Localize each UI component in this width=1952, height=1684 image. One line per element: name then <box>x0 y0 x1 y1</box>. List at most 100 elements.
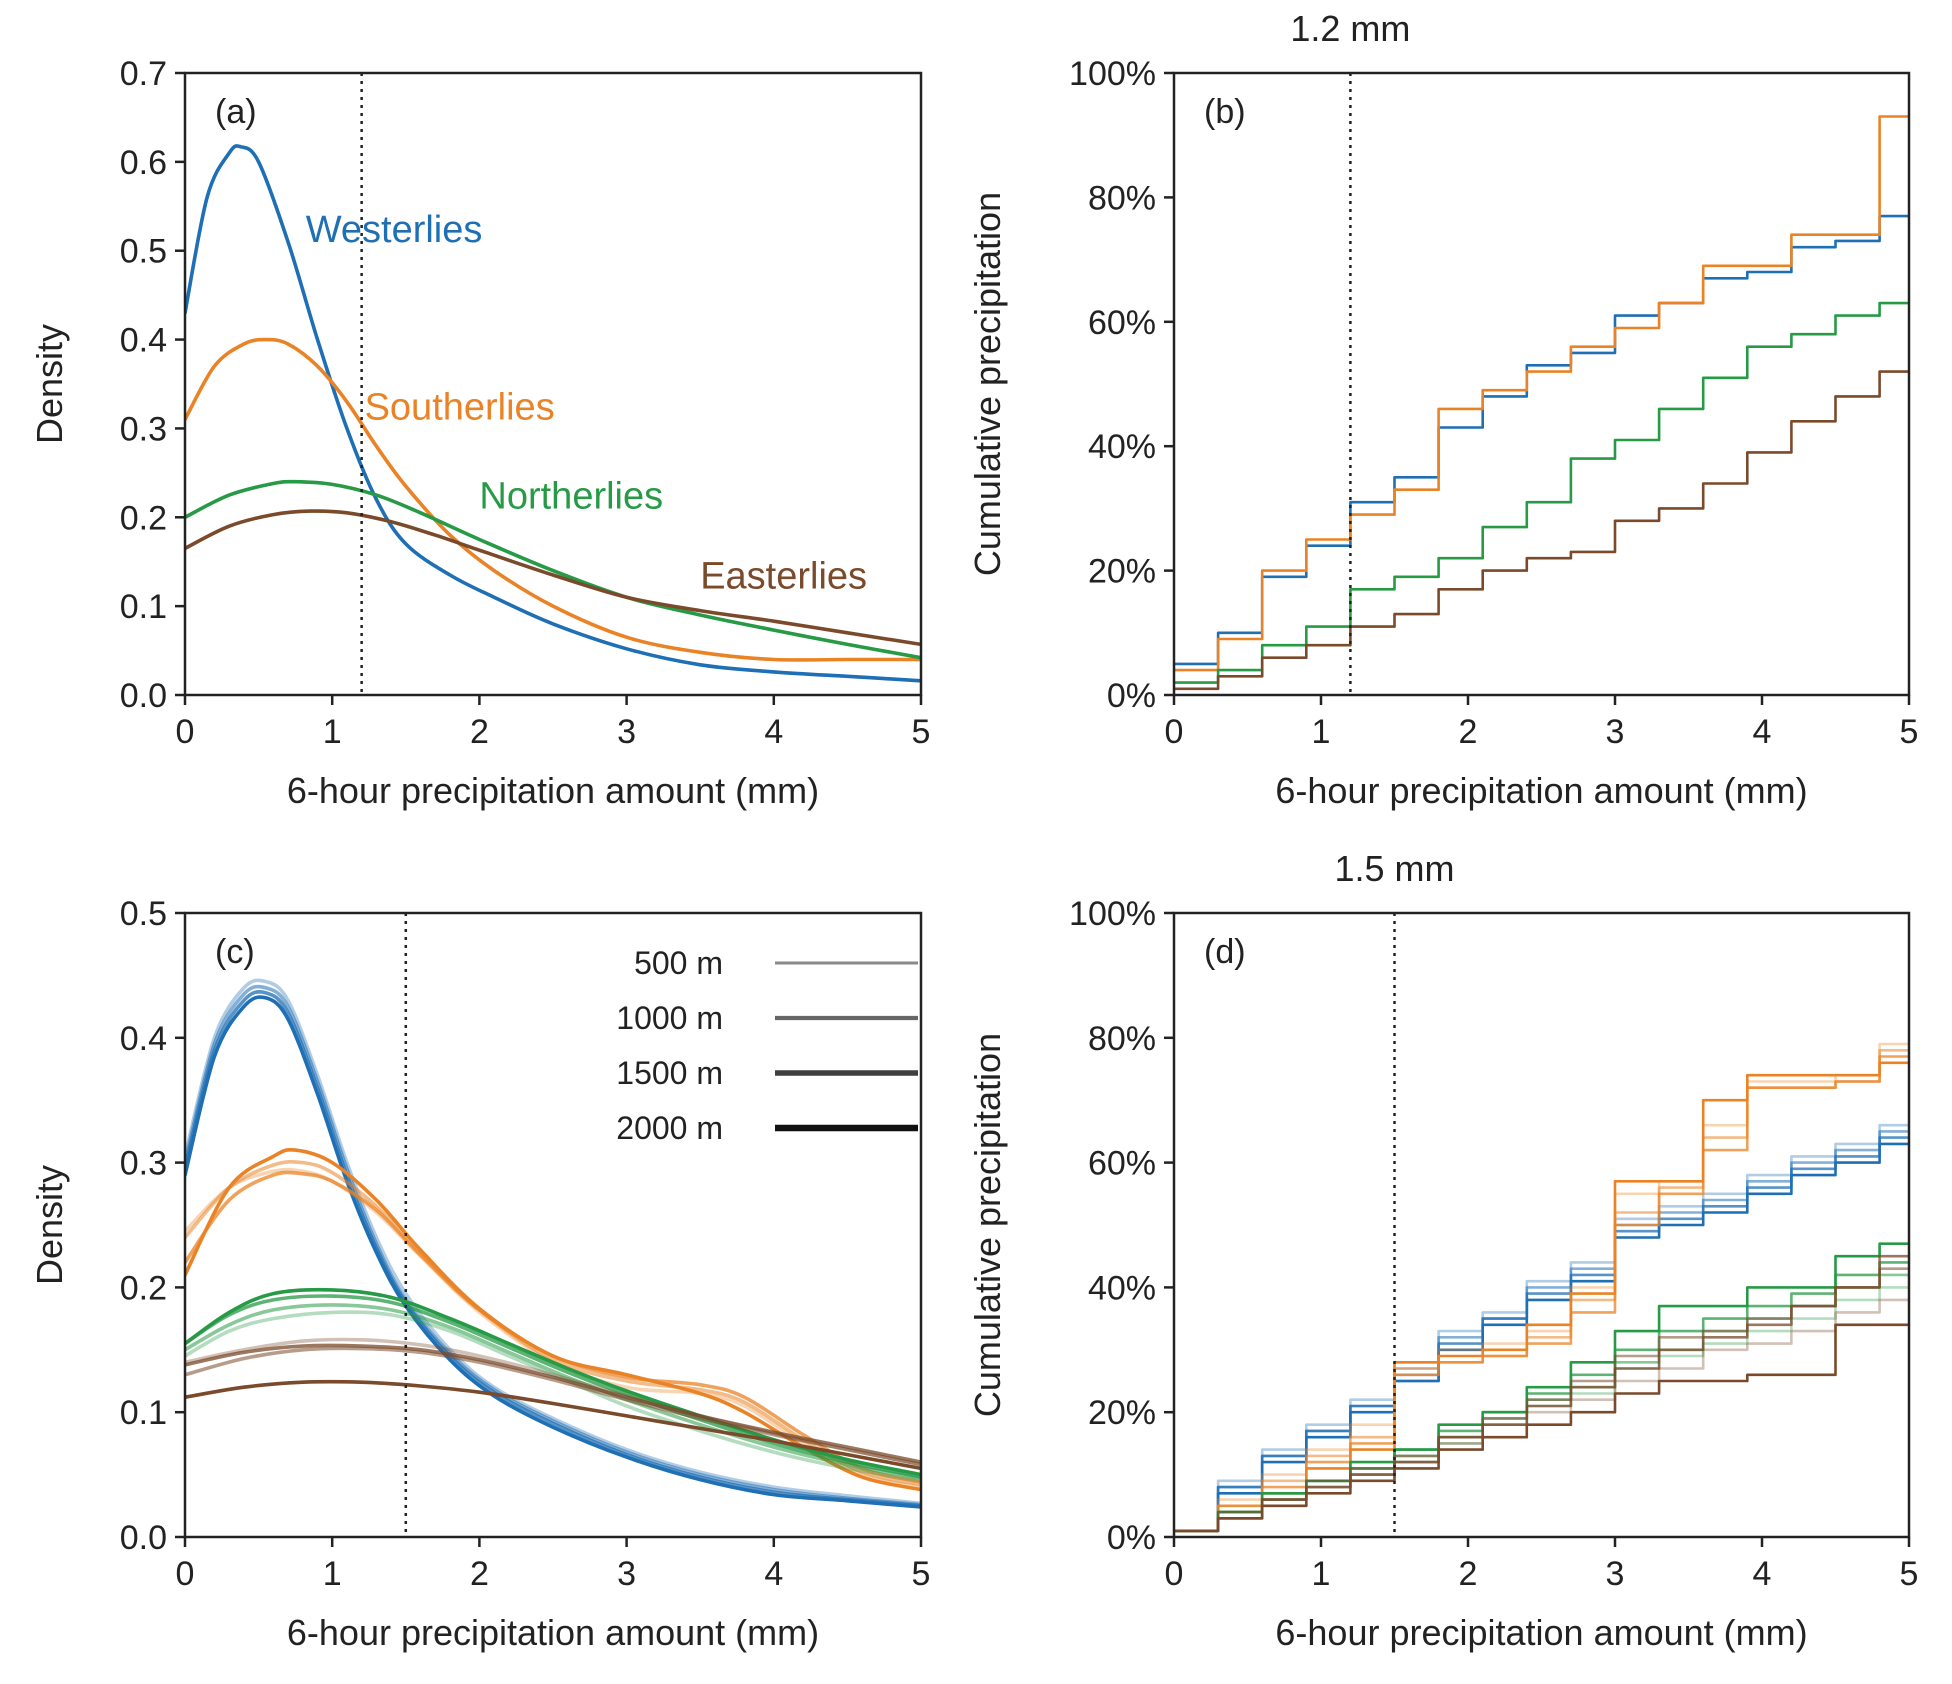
legend-label: 1500 m <box>616 1055 723 1091</box>
y-tick-label: 0.4 <box>120 1020 167 1058</box>
series-line-westerlies-1500-m <box>1174 1136 1909 1533</box>
y-tick-label: 40% <box>1088 428 1156 466</box>
series-line-southerlies-1000-m <box>1174 1049 1909 1533</box>
series-line-easterlies-1500-m <box>185 1343 921 1464</box>
y-tick-label: 0.3 <box>120 410 167 448</box>
panel-c-density-by-height: 0 1 2 3 4 5 0.0 0.1 0.2 0.3 0.4 0.5 6-hour precipita… <box>29 895 930 1653</box>
plot-frame <box>183 71 923 697</box>
panel-b-cumulative-by-wind: 0 1 2 3 4 5 0% 20% 40% 60% 80% 100% 6-hour precipita… <box>967 8 1918 811</box>
x-tick-label: 3 <box>617 1555 636 1593</box>
y-tick-label: 0% <box>1107 1519 1156 1557</box>
x-axis-label: 6-hour precipitation amount (mm) <box>287 1612 819 1653</box>
plot-frame <box>183 911 923 1539</box>
y-tick-label: 20% <box>1088 1394 1156 1432</box>
x-tick-label: 4 <box>764 1555 783 1593</box>
legend: 500 m 1000 m 1500 m 2000 m <box>616 945 918 1146</box>
series-line-northerlies <box>185 479 921 660</box>
series-line-southerlies-2000-m <box>1174 1061 1909 1533</box>
series-group <box>1174 1042 1909 1533</box>
series-line-easterlies-1000-m <box>185 1346 921 1467</box>
x-tick-label: 0 <box>176 1555 195 1593</box>
x-axis-label: 6-hour precipitation amount (mm) <box>1275 770 1807 811</box>
y-tick-label: 0.7 <box>120 55 167 93</box>
y-tick-label: 0.4 <box>120 322 167 360</box>
series-line-westerlies-2000-m <box>1174 1142 1909 1533</box>
y-tick-label: 20% <box>1088 553 1156 591</box>
x-tick-label: 2 <box>1459 1555 1478 1593</box>
series-line-northerlies <box>1174 301 1909 684</box>
y-tick-label: 100% <box>1069 895 1156 933</box>
series-label-easterlies: Easterlies <box>700 555 867 597</box>
x-tick-label: 5 <box>1900 1555 1919 1593</box>
y-tick-label: 0.0 <box>120 677 167 715</box>
panel-label: (b) <box>1204 93 1246 131</box>
series-group <box>185 144 921 683</box>
y-tick-label: 0.2 <box>120 499 167 537</box>
series-line-northerlies-1000-m <box>185 1303 921 1481</box>
panel-label: (d) <box>1204 933 1246 971</box>
series-line-southerlies <box>1174 115 1909 672</box>
x-tick-label: 2 <box>1459 713 1478 751</box>
x-tick-label: 1 <box>323 713 342 751</box>
y-tick-label: 80% <box>1088 1020 1156 1058</box>
x-tick-label: 2 <box>470 1555 489 1593</box>
x-tick-label: 4 <box>1753 1555 1772 1593</box>
y-axis-label: Cumulative precipitation <box>967 1033 1008 1417</box>
y-tick-label: 0.6 <box>120 144 167 182</box>
plot-frame <box>1172 911 1911 1539</box>
y-tick-label: 0.3 <box>120 1145 167 1183</box>
series-line-easterlies <box>185 509 921 647</box>
series-line-northerlies-500-m <box>185 1310 921 1483</box>
x-tick-label: 5 <box>1900 713 1919 751</box>
x-tick-label: 0 <box>1165 713 1184 751</box>
x-tick-label: 3 <box>1606 1555 1625 1593</box>
x-axis-label: 6-hour precipitation amount (mm) <box>287 770 819 811</box>
series-line-southerlies-500-m <box>185 1167 921 1489</box>
threshold-annotation: 1.5 mm <box>1334 848 1454 889</box>
y-axis-label: Density <box>29 324 70 444</box>
series-line-southerlies-1500-m <box>185 1170 921 1484</box>
y-tick-label: 0.1 <box>120 1394 167 1432</box>
y-tick-label: 60% <box>1088 304 1156 342</box>
x-tick-label: 4 <box>764 713 783 751</box>
series-line-northerlies-1500-m <box>185 1294 921 1479</box>
x-axis-label: 6-hour precipitation amount (mm) <box>1275 1612 1807 1653</box>
x-tick-label: 4 <box>1753 713 1772 751</box>
panel-a-density-by-wind: 0 1 2 3 4 5 0.0 0.1 0.2 0.3 0.4 0.5 0.6 0.7 6-hour pre… <box>29 55 930 811</box>
series-group <box>185 978 921 1509</box>
x-tick-label: 3 <box>1606 713 1625 751</box>
series-line-westerlies-500-m <box>1174 1123 1909 1533</box>
series-line-northerlies-1500-m <box>1174 1261 1909 1533</box>
y-tick-label: 60% <box>1088 1145 1156 1183</box>
panel-label: (a) <box>215 93 257 131</box>
legend-label: 2000 m <box>616 1110 723 1146</box>
series-line-easterlies-2000-m <box>185 1379 921 1471</box>
y-tick-label: 0.1 <box>120 588 167 626</box>
x-tick-label: 5 <box>912 713 931 751</box>
x-tick-label: 5 <box>912 1555 931 1593</box>
series-line-easterlies-2000-m <box>1174 1323 1909 1533</box>
series-line-westerlies-500-m <box>185 978 921 1506</box>
y-tick-label: 100% <box>1069 55 1156 93</box>
series-line-southerlies-1000-m <box>185 1159 921 1487</box>
legend-label: 500 m <box>634 945 723 981</box>
x-tick-label: 0 <box>1165 1555 1184 1593</box>
y-tick-label: 0.5 <box>120 233 167 271</box>
series-line-southerlies <box>185 337 921 662</box>
series-line-westerlies <box>1174 214 1909 666</box>
y-tick-label: 40% <box>1088 1269 1156 1307</box>
series-label-northerlies: Northerlies <box>479 475 663 517</box>
legend-label: 1000 m <box>616 1000 723 1036</box>
y-tick-label: 0.0 <box>120 1519 167 1557</box>
y-tick-label: 0% <box>1107 677 1156 715</box>
series-line-easterlies <box>1174 370 1909 691</box>
x-tick-label: 0 <box>176 713 195 751</box>
series-label-southerlies: Southerlies <box>365 387 555 429</box>
y-tick-label: 0.5 <box>120 895 167 933</box>
series-line-easterlies-500-m <box>1174 1298 1909 1533</box>
series-line-easterlies-1000-m <box>1174 1267 1909 1533</box>
series-line-westerlies <box>185 144 921 683</box>
x-tick-label: 3 <box>617 713 636 751</box>
x-tick-label: 2 <box>470 713 489 751</box>
